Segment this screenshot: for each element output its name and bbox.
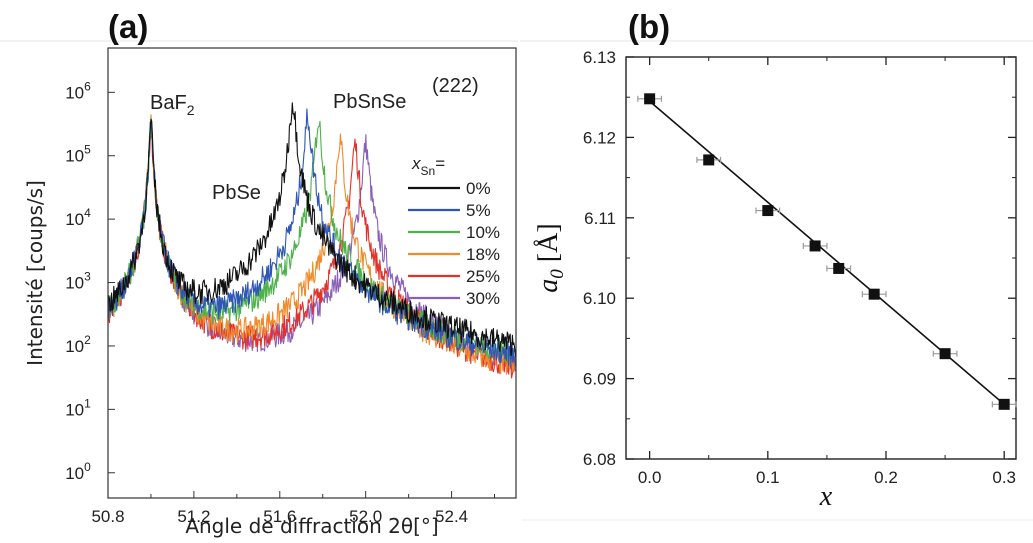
x-tick-label: 52.0	[349, 507, 382, 526]
y-tick-label: 6.11	[584, 209, 616, 228]
y-tick-label: 6.10	[583, 289, 616, 308]
y-tick-label: 103	[65, 270, 91, 293]
y-tick-label: 101	[65, 396, 91, 419]
y-tick-label: 105	[65, 143, 91, 166]
panel-a-frame	[107, 47, 517, 499]
pbsnse-label: PbSnSe	[333, 91, 406, 113]
data-point	[703, 154, 715, 166]
legend-entry: 25%	[466, 267, 500, 286]
data-point	[868, 288, 880, 300]
data-point	[998, 398, 1010, 410]
x-tick-label: 52.4	[435, 507, 468, 526]
reflection-label: (222)	[432, 75, 479, 97]
panel-a-label: (a)	[108, 8, 148, 45]
y-tick-label: 6.09	[583, 370, 616, 389]
data-point	[644, 93, 656, 105]
legend-entry: 18%	[466, 245, 500, 264]
panel-b-label: (b)	[628, 8, 670, 45]
x-tick-label: 0.0	[638, 468, 662, 487]
data-point	[809, 240, 821, 252]
panel-a-xlabel: Angle de diffraction 2θ[°]	[185, 514, 438, 538]
y-tick-label: 102	[65, 333, 91, 356]
data-point	[762, 205, 774, 217]
panel-b-axes: 0.0 0.1 0.2 0.3 6.08 6.09 6.10 6.11 6.12 6.13	[583, 48, 1016, 487]
panel-b: (b) 0.0 0.1 0.2 0.3 6.08 6.09 6.10 6.11 6.12 6.13…	[533, 8, 1017, 512]
baf2-label: BaF2	[150, 92, 195, 118]
panel-b-frame	[625, 56, 1017, 460]
fit-line	[649, 100, 1005, 405]
panel-b-xlabel: x	[819, 481, 833, 512]
x-tick-label: 51.2	[177, 507, 210, 526]
panel-b-ylabel: a0 [Å]	[533, 223, 568, 292]
y-tick-label: 100	[65, 460, 91, 483]
legend-entry: 30%	[466, 289, 500, 308]
pbse-label: PbSe	[212, 182, 261, 204]
y-tick-label: 104	[65, 206, 91, 229]
y-tick-label: 106	[65, 79, 91, 102]
panel-a-ylabel: Intensité [coups/s]	[23, 180, 47, 366]
x-tick-label: 51.6	[263, 507, 296, 526]
legend: 0% 5% 10% 18% 25% 30%	[408, 179, 500, 308]
y-tick-label: 6.13	[583, 48, 616, 67]
x-tick-label: 50.8	[91, 507, 124, 526]
curve-group	[108, 102, 516, 379]
panel-a-curves	[108, 102, 516, 379]
legend-entry: 10%	[466, 223, 500, 242]
legend-entry: 0%	[466, 179, 491, 198]
series-line	[108, 102, 516, 358]
panel-a: (a) 50.8 51.2 51.6 52.0 52.4 100 101 102 103 104 1…	[23, 8, 517, 538]
data-point	[833, 262, 845, 274]
y-tick-label: 6.12	[583, 128, 616, 147]
data-point	[939, 348, 951, 360]
panel-b-plot	[637, 93, 1017, 410]
x-tick-label: 0.1	[756, 468, 780, 487]
legend-entry: 5%	[466, 201, 491, 220]
y-tick-label: 6.08	[583, 450, 616, 469]
panel-a-axes: 50.8 51.2 51.6 52.0 52.4 100 101 102 103 104 105 10…	[65, 79, 496, 526]
legend-title-x: xSn=	[411, 154, 445, 178]
x-tick-label: 0.3	[992, 468, 1016, 487]
x-tick-label: 0.2	[874, 468, 898, 487]
